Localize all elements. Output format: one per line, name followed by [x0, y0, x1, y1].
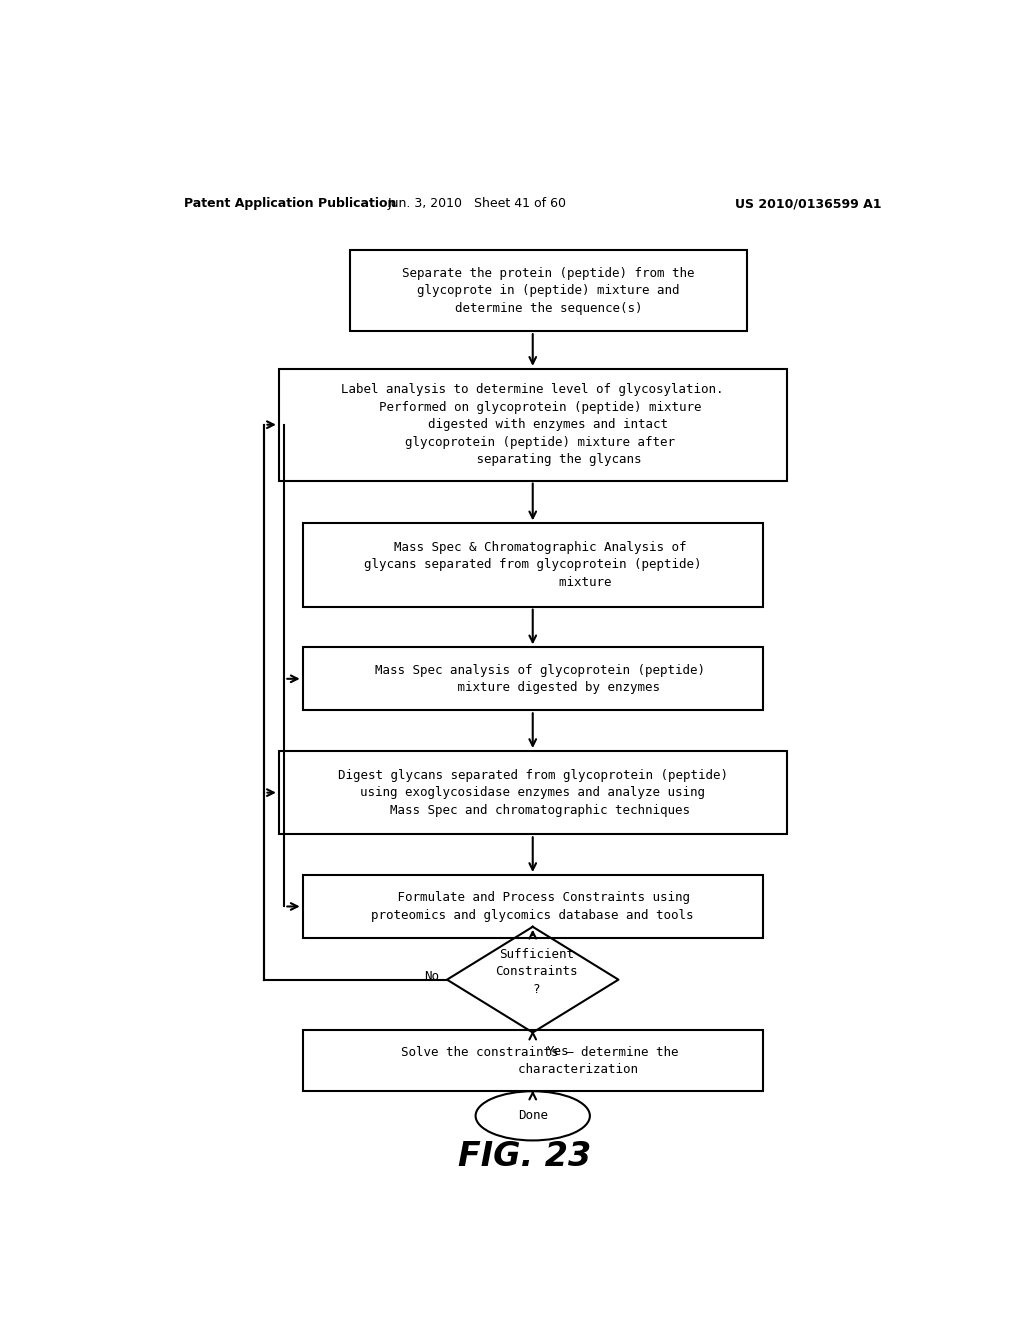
- FancyBboxPatch shape: [350, 249, 748, 331]
- Text: US 2010/0136599 A1: US 2010/0136599 A1: [735, 197, 882, 210]
- Text: Patent Application Publication: Patent Application Publication: [183, 197, 396, 210]
- Text: Separate the protein (peptide) from the
glycoprote in (peptide) mixture and
dete: Separate the protein (peptide) from the …: [402, 267, 695, 314]
- Text: Formulate and Process Constraints using
proteomics and glycomics database and to: Formulate and Process Constraints using …: [372, 891, 694, 921]
- Text: FIG. 23: FIG. 23: [458, 1140, 592, 1173]
- Text: Yes: Yes: [547, 1044, 569, 1057]
- Text: Jun. 3, 2010   Sheet 41 of 60: Jun. 3, 2010 Sheet 41 of 60: [388, 197, 566, 210]
- Polygon shape: [447, 927, 618, 1032]
- FancyBboxPatch shape: [303, 1031, 763, 1092]
- FancyBboxPatch shape: [303, 523, 763, 607]
- Text: Mass Spec & Chromatographic Analysis of
glycans separated from glycoprotein (pep: Mass Spec & Chromatographic Analysis of …: [364, 541, 701, 589]
- Text: Sufficient
Constraints
?: Sufficient Constraints ?: [496, 948, 578, 995]
- Text: Solve the constraints – determine the
            characterization: Solve the constraints – determine the ch…: [386, 1045, 679, 1076]
- Ellipse shape: [475, 1092, 590, 1140]
- FancyBboxPatch shape: [279, 368, 786, 480]
- Text: Done: Done: [518, 1109, 548, 1122]
- FancyBboxPatch shape: [303, 647, 763, 710]
- FancyBboxPatch shape: [303, 875, 763, 939]
- Text: Mass Spec analysis of glycoprotein (peptide)
       mixture digested by enzymes: Mass Spec analysis of glycoprotein (pept…: [360, 664, 706, 694]
- Text: No: No: [424, 970, 439, 983]
- FancyBboxPatch shape: [279, 751, 786, 834]
- Text: Digest glycans separated from glycoprotein (peptide)
using exoglycosidase enzyme: Digest glycans separated from glycoprote…: [338, 768, 728, 817]
- Text: Label analysis to determine level of glycosylation.
  Performed on glycoprotein : Label analysis to determine level of gly…: [341, 383, 724, 466]
